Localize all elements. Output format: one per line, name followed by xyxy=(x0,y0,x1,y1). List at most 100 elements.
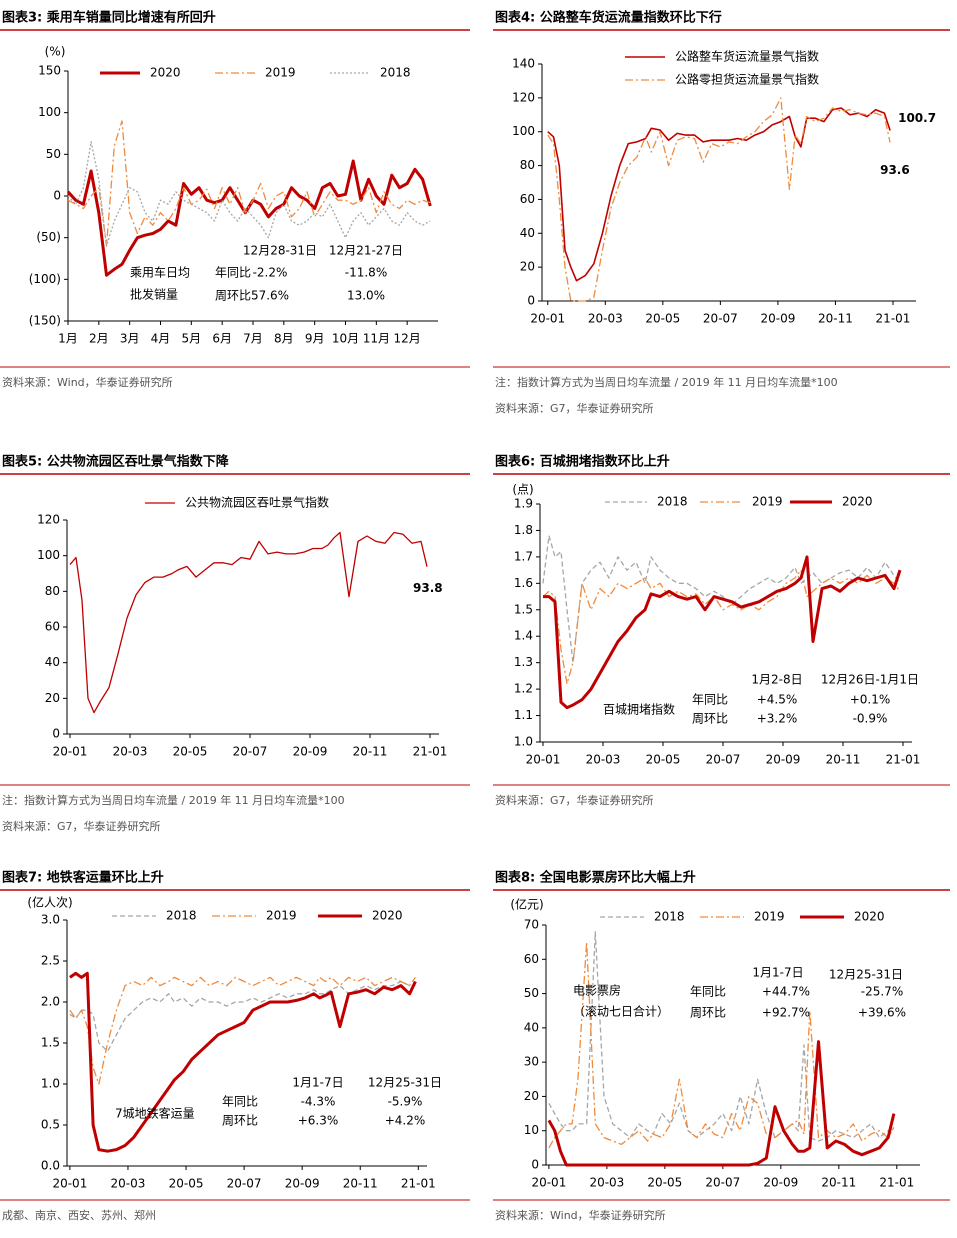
y-tick-label: 60 xyxy=(520,192,535,206)
y-tick-label: 50 xyxy=(524,986,539,1000)
x-tick-label: 21-01 xyxy=(413,745,448,759)
stats-column: 12月28-31日 xyxy=(243,244,317,258)
x-tick-label: 20-11 xyxy=(818,312,853,326)
x-tick-label: 20-05 xyxy=(647,1176,682,1190)
x-tick-label: 20-03 xyxy=(588,312,623,326)
footnote: 资料来源：G7，华泰证券研究所 xyxy=(495,401,654,415)
series-line xyxy=(547,97,891,302)
y-tick-label: 3.0 xyxy=(41,913,60,927)
stats-value: -2.2% xyxy=(253,266,288,280)
y-tick-label: 1.2 xyxy=(514,682,533,696)
series-line xyxy=(69,976,416,1085)
y-tick-label: 1.8 xyxy=(514,523,533,537)
legend-label: 公路零担货运流量景气指数 xyxy=(675,72,819,87)
legend-label: 2020 xyxy=(854,910,885,924)
y-tick-label: 70 xyxy=(524,918,539,932)
stats-label: 电影票房 xyxy=(573,983,621,998)
y-tick-label: 60 xyxy=(45,620,60,634)
stats-row-label: 年同比 xyxy=(215,266,251,280)
series-line xyxy=(69,980,416,1052)
legend-label: 2019 xyxy=(752,495,783,509)
y-tick-label: 0.0 xyxy=(41,1159,60,1173)
footnote: 注：指数计算方式为当周日均车流量 / 2019 年 11 月日均车流量*100 xyxy=(495,375,838,389)
x-tick-label: 20-09 xyxy=(293,745,328,759)
y-tick-label: 10 xyxy=(524,1123,539,1137)
x-tick-label: 20-01 xyxy=(53,745,88,759)
stats-value: +39.6% xyxy=(858,1006,906,1020)
footnote: 注：指数计算方式为当周日均车流量 / 2019 年 11 月日均车流量*100 xyxy=(2,793,345,807)
x-tick-label: 21-01 xyxy=(876,312,911,326)
y-tick-label: 50 xyxy=(46,147,61,161)
legend-label: 2018 xyxy=(657,495,688,509)
x-tick-label: 9月 xyxy=(305,332,325,346)
legend-label: 2019 xyxy=(754,910,785,924)
footnote: 资料来源：Wind，华泰证券研究所 xyxy=(495,1208,666,1222)
series-line xyxy=(69,971,417,1153)
y-tick-label: 30 xyxy=(524,1055,539,1069)
series-line xyxy=(547,1040,896,1167)
x-tick-label: 20-03 xyxy=(589,1176,624,1190)
x-tick-label: 21-01 xyxy=(879,1176,914,1190)
legend-label: 2019 xyxy=(265,66,296,80)
x-tick-label: 20-01 xyxy=(526,753,561,767)
stats-row-label: 年同比 xyxy=(692,693,728,707)
chart-title: 图表8: 全国电影票房环比大幅上升 xyxy=(495,870,696,886)
x-tick-label: 11月 xyxy=(363,332,390,346)
stats-row-label: 周环比 xyxy=(692,712,728,726)
chart-title: 图表3: 乘用车销量同比增速有所回升 xyxy=(2,10,216,26)
stats-column: 12月21-27日 xyxy=(329,244,403,258)
legend-label: 2018 xyxy=(166,909,197,923)
stats-value: +3.2% xyxy=(757,712,798,726)
y-unit: (亿人次) xyxy=(27,895,72,910)
y-tick-label: 1.6 xyxy=(514,576,533,590)
end-label: 93.8 xyxy=(413,581,443,595)
x-tick-label: 20-05 xyxy=(169,1177,204,1191)
stats-column: 12月25-31日 xyxy=(368,1076,442,1090)
y-tick-label: (150) xyxy=(29,314,61,328)
stats-row-label: 周环比 xyxy=(690,1006,726,1020)
legend-label: 公共物流园区吞吐景气指数 xyxy=(185,495,329,510)
y-tick-label: 20 xyxy=(524,1089,539,1103)
y-tick-label: 20 xyxy=(45,691,60,705)
x-tick-label: 20-07 xyxy=(233,745,268,759)
stats-value: 57.6% xyxy=(251,289,289,303)
x-tick-label: 20-03 xyxy=(113,745,148,759)
x-tick-label: 20-11 xyxy=(353,745,388,759)
y-tick-label: 40 xyxy=(524,1020,539,1034)
x-tick-label: 3月 xyxy=(120,332,140,346)
series-line xyxy=(66,159,432,277)
chart-title: 图表5: 公共物流园区吞吐景气指数下降 xyxy=(2,454,230,470)
y-tick-label: 80 xyxy=(45,584,60,598)
legend-label: 2018 xyxy=(380,66,411,80)
y-tick-label: 1.0 xyxy=(514,735,533,749)
y-tick-label: 100 xyxy=(37,548,60,562)
chart-title: 图表6: 百城拥堵指数环比上升 xyxy=(495,454,670,470)
x-tick-label: 20-07 xyxy=(705,1176,740,1190)
stats-row-label: 周环比 xyxy=(215,289,251,303)
x-tick-label: 20-09 xyxy=(766,753,801,767)
y-tick-label: 0 xyxy=(531,1158,539,1172)
y-tick-label: 80 xyxy=(520,158,535,172)
stats-value: -0.9% xyxy=(853,712,888,726)
stats-value: +4.2% xyxy=(385,1114,426,1128)
stats-label: 7城地铁客运量 xyxy=(115,1106,195,1121)
legend-label: 2020 xyxy=(842,495,873,509)
stats-column: 1月1-7日 xyxy=(752,966,803,980)
series-line xyxy=(542,569,901,685)
y-tick-label: 0 xyxy=(52,727,60,741)
stats-value: -4.3% xyxy=(301,1095,336,1109)
y-tick-label: 1.0 xyxy=(41,1077,60,1091)
x-tick-label: 5月 xyxy=(182,332,202,346)
y-tick-label: 2.5 xyxy=(41,954,60,968)
stats-label: 批发销量 xyxy=(130,287,178,302)
y-tick-label: 2.0 xyxy=(41,995,60,1009)
end-label: 100.7 xyxy=(898,111,936,125)
y-tick-label: 1.1 xyxy=(514,708,533,722)
stats-label: 百城拥堵指数 xyxy=(603,702,675,717)
y-unit: (%) xyxy=(45,45,66,59)
series-line xyxy=(548,931,895,1142)
x-tick-label: 10月 xyxy=(332,332,359,346)
x-tick-label: 20-05 xyxy=(173,745,208,759)
stats-column: 1月1-7日 xyxy=(292,1076,343,1090)
